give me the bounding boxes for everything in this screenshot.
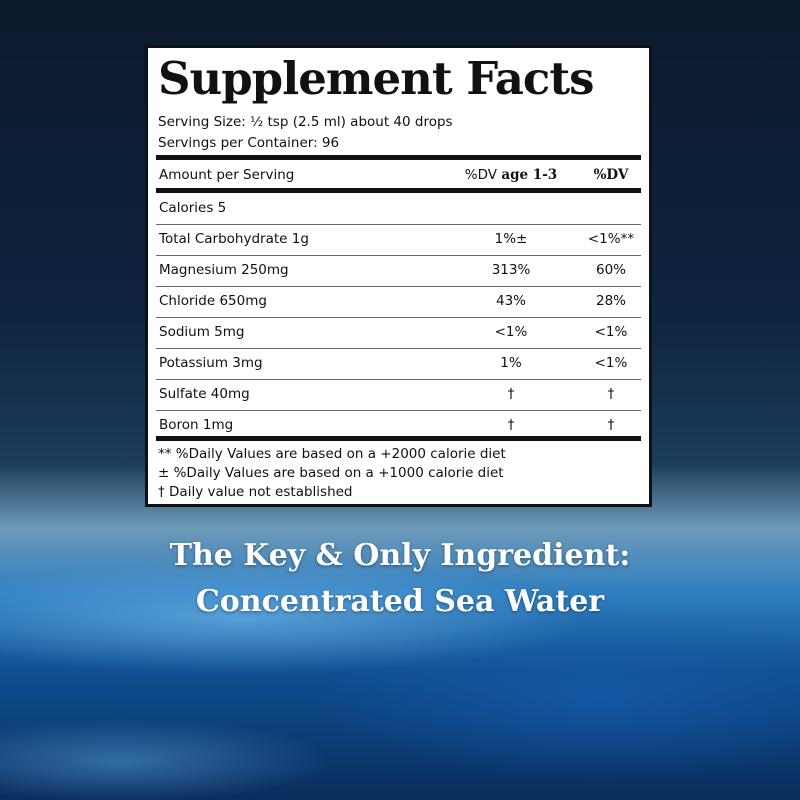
nutrient-row: Potassium 3mg 1% <1% [156, 348, 641, 380]
headline-line2: Concentrated Sea Water [195, 584, 605, 619]
dv-value: 28% [595, 293, 626, 309]
nutrient-name: Boron 1mg [159, 417, 234, 433]
footnote: † Daily value not established [158, 484, 353, 500]
nutrient-name: Calories 5 [159, 200, 227, 216]
amount-header: Amount per Serving [159, 167, 295, 183]
dv-value: † [607, 417, 615, 433]
dv-value: <1%** [587, 231, 635, 247]
dv-value: † [607, 386, 615, 402]
dv-value: <1% [594, 355, 628, 371]
divider-thick [156, 188, 641, 193]
headline-line1: The Key & Only Ingredient: [169, 538, 631, 573]
dv-header: %DV [593, 167, 629, 183]
dv-value: <1% [594, 324, 628, 340]
nutrient-name: Chloride 650mg [159, 293, 267, 309]
footnote: ± %Daily Values are based on a +1000 cal… [158, 465, 504, 481]
nutrient-row: Chloride 650mg 43% 28% [156, 286, 641, 318]
dv-value: 60% [595, 262, 626, 278]
nutrient-row: Sulfate 40mg † † [156, 379, 641, 411]
nutrient-name: Potassium 3mg [159, 355, 263, 371]
water-background [0, 540, 800, 800]
dv-child-value: † [507, 386, 515, 402]
nutrient-row: Magnesium 250mg 313% 60% [156, 255, 641, 287]
dv-child-value: 1%± [494, 231, 528, 247]
nutrient-name: Sulfate 40mg [159, 386, 250, 402]
nutrient-row: Total Carbohydrate 1g 1%± <1%** [156, 224, 641, 256]
nutrient-row: Boron 1mg † † [156, 410, 641, 441]
dv-child-value: 1% [500, 355, 522, 371]
serving-size: Serving Size: ½ tsp (2.5 ml) about 40 dr… [158, 114, 453, 130]
dv-child-value: <1% [494, 324, 528, 340]
servings-per-container: Servings per Container: 96 [158, 135, 340, 151]
nutrient-row: Calories 5 [156, 193, 641, 225]
nutrient-name: Magnesium 250mg [159, 262, 289, 278]
supplement-facts-label: Supplement Facts Serving Size: ½ tsp (2.… [145, 45, 652, 507]
dv-child-prefix: %DV [464, 167, 498, 183]
label-title: Supplement Facts [158, 52, 594, 105]
divider-thick [156, 155, 641, 160]
footnote: ** %Daily Values are based on a +2000 ca… [158, 446, 506, 462]
divider-thick [156, 436, 641, 441]
dv-child-value: 43% [495, 293, 526, 309]
nutrient-name: Total Carbohydrate 1g [159, 231, 309, 247]
dv-child-age: age 1-3 [501, 167, 558, 183]
nutrient-name: Sodium 5mg [159, 324, 245, 340]
dv-child-value: 313% [491, 262, 531, 278]
dv-child-value: † [507, 417, 515, 433]
nutrient-row: Sodium 5mg <1% <1% [156, 317, 641, 349]
header-row: Amount per Serving %DV age 1-3 %DV [156, 160, 641, 191]
